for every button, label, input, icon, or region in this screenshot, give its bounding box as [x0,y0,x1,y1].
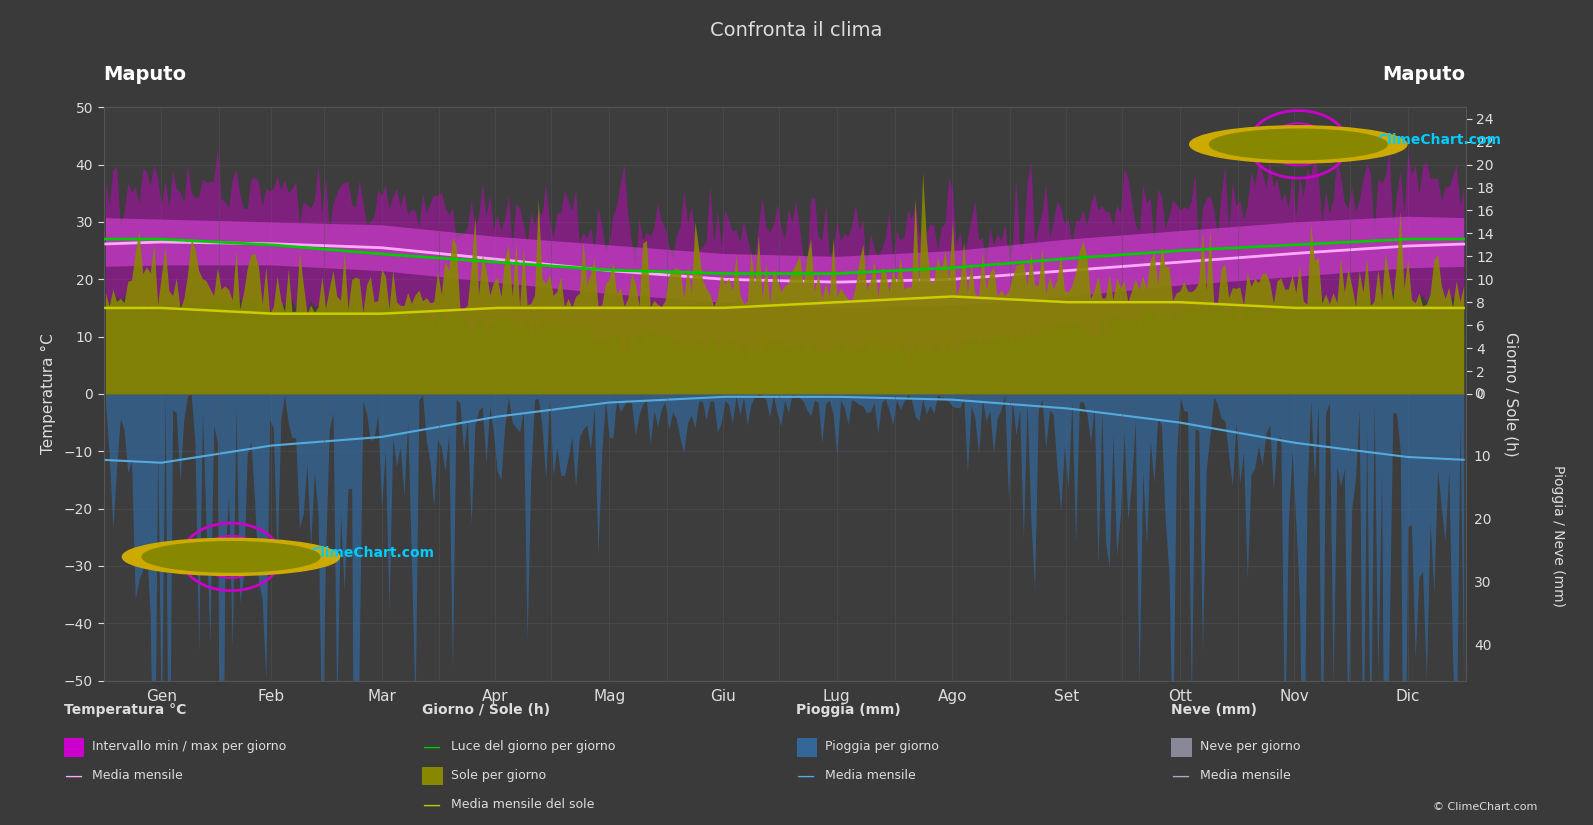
Circle shape [1209,130,1388,159]
Text: Temperatura °C: Temperatura °C [64,703,186,717]
Text: 20: 20 [1474,513,1491,527]
Text: 30: 30 [1474,576,1491,590]
Text: Neve per giorno: Neve per giorno [1200,740,1300,753]
Text: Neve (mm): Neve (mm) [1171,703,1257,717]
Text: 10: 10 [1474,450,1491,464]
Text: Pioggia / Neve (mm): Pioggia / Neve (mm) [1552,465,1564,607]
Text: Maputo: Maputo [104,65,186,84]
Text: —: — [422,795,440,813]
Text: Media mensile: Media mensile [92,769,183,782]
Text: —: — [1171,766,1188,785]
Text: Pioggia per giorno: Pioggia per giorno [825,740,938,753]
Text: 0: 0 [1474,387,1483,401]
Circle shape [123,538,339,576]
Text: Giorno / Sole (h): Giorno / Sole (h) [422,703,550,717]
Text: Maputo: Maputo [1383,65,1466,84]
Text: Intervallo min / max per giorno: Intervallo min / max per giorno [92,740,287,753]
Text: Confronta il clima: Confronta il clima [710,21,883,40]
Text: ClimeChart.com: ClimeChart.com [311,545,433,559]
Text: Pioggia (mm): Pioggia (mm) [796,703,902,717]
Y-axis label: Temperatura °C: Temperatura °C [40,333,56,455]
Circle shape [142,542,320,572]
Text: ClimeChart.com: ClimeChart.com [1378,133,1501,147]
Y-axis label: Giorno / Sole (h): Giorno / Sole (h) [1504,332,1518,456]
Circle shape [1190,125,1407,163]
Text: Sole per giorno: Sole per giorno [451,769,546,782]
Text: Media mensile del sole: Media mensile del sole [451,798,594,811]
Text: © ClimeChart.com: © ClimeChart.com [1432,802,1537,812]
Text: —: — [796,766,814,785]
Text: Media mensile: Media mensile [1200,769,1290,782]
Text: Luce del giorno per giorno: Luce del giorno per giorno [451,740,615,753]
Text: —: — [422,738,440,756]
Text: —: — [64,766,81,785]
Text: 40: 40 [1474,639,1491,653]
Text: Media mensile: Media mensile [825,769,916,782]
